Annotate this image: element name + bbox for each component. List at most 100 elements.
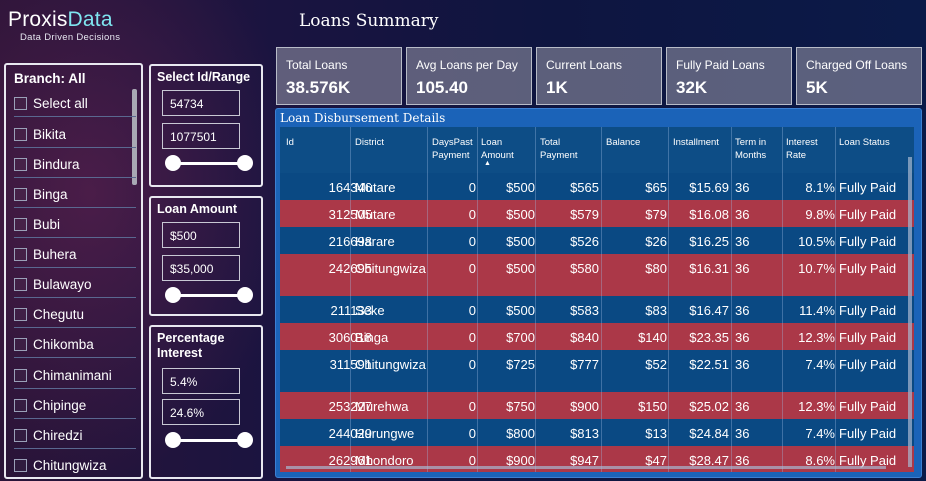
checkbox[interactable] xyxy=(14,429,27,442)
table-row[interactable]: 242695 Chitungwiza 0 $500 $580 $80 $16.31 36 10.… xyxy=(280,254,914,296)
branch-slicer: Branch: All Select all Bikita Bindura Bi… xyxy=(4,63,143,479)
loan-amount-max-input[interactable]: $35,000 xyxy=(162,255,240,281)
checkbox[interactable] xyxy=(14,128,27,141)
column-divider xyxy=(601,127,602,472)
table-cell: Fully Paid xyxy=(839,330,897,345)
table-cell: $583 xyxy=(570,303,599,318)
loan-table[interactable]: Id District DaysPast Payment Loan Amount… xyxy=(280,127,914,472)
interest-max-input[interactable]: 24.6% xyxy=(162,399,240,425)
checkbox[interactable] xyxy=(14,338,27,351)
branch-item-bulawayo[interactable]: Bulawayo xyxy=(6,277,136,307)
table-cell: 0 xyxy=(468,357,476,372)
table-row[interactable]: 164346 Mutare 0 $500 $565 $65 $15.69 36 8.1% Full… xyxy=(280,173,914,200)
checkbox[interactable] xyxy=(14,218,27,231)
branch-item-label: Chegutu xyxy=(33,307,85,322)
interest-min-input[interactable]: 5.4% xyxy=(162,368,240,394)
table-cell: $947 xyxy=(570,453,599,468)
id-range-slider-min-handle[interactable] xyxy=(165,155,181,171)
table-row[interactable]: 311591 Chitungwiza 0 $725 $777 $52 $22.51 36 7.4… xyxy=(280,350,914,392)
interest-slider-max-handle[interactable] xyxy=(237,432,253,448)
col-header-days-past-payment[interactable]: DaysPast Payment xyxy=(432,137,473,161)
kpi-label: Fully Paid Loans xyxy=(676,58,765,72)
checkbox[interactable] xyxy=(14,97,27,110)
table-row[interactable]: 312505 Mutare 0 $500 $579 $79 $16.08 36 9.8% Full… xyxy=(280,200,914,227)
kpi-value: 1K xyxy=(546,78,568,97)
table-cell: $725 xyxy=(506,357,535,372)
brand-logo: ProxisData Data Driven Decisions xyxy=(8,8,138,48)
col-header-installment[interactable]: Installment xyxy=(673,137,719,148)
table-cell: 8.6% xyxy=(805,453,835,468)
branch-item-chipinge[interactable]: Chipinge xyxy=(6,398,136,428)
branch-item-chegutu[interactable]: Chegutu xyxy=(6,307,136,337)
table-row[interactable]: 244029 Hurungwe 0 $800 $813 $13 $24.84 36 7.4% Fu… xyxy=(280,419,914,446)
branch-slicer-title[interactable]: Branch: All xyxy=(14,71,86,86)
table-cell: 7.4% xyxy=(805,426,835,441)
branch-item-buhera[interactable]: Buhera xyxy=(6,247,136,277)
table-cell: 0 xyxy=(468,234,476,249)
branch-item-bindura[interactable]: Bindura xyxy=(6,157,136,187)
table-cell: 36 xyxy=(735,234,750,249)
table-cell: $28.47 xyxy=(689,453,729,468)
checkbox[interactable] xyxy=(14,188,27,201)
id-range-min-input[interactable]: 54734 xyxy=(162,90,240,116)
table-cell: Chitungwiza xyxy=(355,261,426,276)
col-header-total-payment[interactable]: Total Payment xyxy=(540,137,578,161)
table-vertical-scrollbar[interactable] xyxy=(908,157,912,467)
col-header-loan-status[interactable]: Loan Status xyxy=(839,137,890,148)
branch-item-binga[interactable]: Binga xyxy=(6,187,136,217)
table-row[interactable]: 211133 Seke 0 $500 $583 $83 $16.47 36 11.4% Fully… xyxy=(280,296,914,323)
checkbox[interactable] xyxy=(14,308,27,321)
table-cell: $750 xyxy=(506,399,535,414)
loan-disbursement-table-panel: Loan Disbursement Details Id District Da… xyxy=(275,108,922,478)
id-range-slider-max-handle[interactable] xyxy=(237,155,253,171)
branch-item-bikita[interactable]: Bikita xyxy=(6,127,136,157)
branch-item-bubi[interactable]: Bubi xyxy=(6,217,136,247)
loan-amount-slider-min-handle[interactable] xyxy=(165,287,181,303)
checkbox[interactable] xyxy=(14,399,27,412)
interest-slider-track[interactable] xyxy=(173,439,245,442)
col-header-district[interactable]: District xyxy=(355,137,385,148)
col-header-interest-rate[interactable]: Interest Rate xyxy=(786,137,818,161)
branch-item-label: Select all xyxy=(33,96,88,111)
table-row[interactable]: 253227 Murehwa 0 $750 $900 $150 $25.02 36 12.3% F… xyxy=(280,392,914,419)
divider xyxy=(14,147,136,148)
checkbox[interactable] xyxy=(14,459,27,472)
branch-scrollbar[interactable] xyxy=(132,89,137,185)
table-row[interactable]: 216698 Harare 0 $500 $526 $26 $16.25 36 10.5% Ful… xyxy=(280,227,914,254)
kpi-avg-loans-per-day: Avg Loans per Day 105.40 xyxy=(406,47,532,105)
loan-amount-slider-max-handle[interactable] xyxy=(237,287,253,303)
loan-amount-min-input[interactable]: $500 xyxy=(162,222,240,248)
table-cell: Fully Paid xyxy=(839,207,897,222)
checkbox[interactable] xyxy=(14,278,27,291)
column-divider xyxy=(477,127,478,472)
col-header-loan-amount[interactable]: Loan Amount xyxy=(481,137,514,161)
brand-name-part2: Data xyxy=(67,8,113,31)
checkbox[interactable] xyxy=(14,158,27,171)
col-header-term[interactable]: Term in Months xyxy=(735,137,767,161)
table-row[interactable]: 306018 Binga 0 $700 $840 $140 $23.35 36 12.3% Ful… xyxy=(280,323,914,350)
col-header-id[interactable]: Id xyxy=(286,137,294,148)
checkbox[interactable] xyxy=(14,369,27,382)
divider xyxy=(14,418,136,419)
kpi-current-loans: Current Loans 1K xyxy=(536,47,662,105)
branch-item-chikomba[interactable]: Chikomba xyxy=(6,337,136,367)
divider xyxy=(14,207,136,208)
branch-item-chiredzi[interactable]: Chiredzi xyxy=(6,428,136,458)
branch-item-chimanimani[interactable]: Chimanimani xyxy=(6,368,136,398)
column-divider xyxy=(535,127,536,472)
loan-amount-slider-track[interactable] xyxy=(173,294,245,297)
table-cell: $15.69 xyxy=(689,180,729,195)
branch-item-select-all[interactable]: Select all xyxy=(6,96,136,126)
branch-item-chitungwiza[interactable]: Chitungwiza xyxy=(6,458,136,477)
interest-slider-min-handle[interactable] xyxy=(165,432,181,448)
filter-title: Select Id/Range xyxy=(157,70,251,84)
col-header-balance[interactable]: Balance xyxy=(606,137,641,148)
kpi-total-loans: Total Loans 38.576K xyxy=(276,47,402,105)
brand-name-part1: Proxis xyxy=(8,8,68,31)
kpi-value: 105.40 xyxy=(416,78,468,97)
id-range-slider-track[interactable] xyxy=(173,162,245,165)
table-horizontal-scrollbar[interactable] xyxy=(286,466,886,469)
table-cell: Fully Paid xyxy=(839,303,897,318)
id-range-max-input[interactable]: 1077501 xyxy=(162,123,240,149)
checkbox[interactable] xyxy=(14,248,27,261)
